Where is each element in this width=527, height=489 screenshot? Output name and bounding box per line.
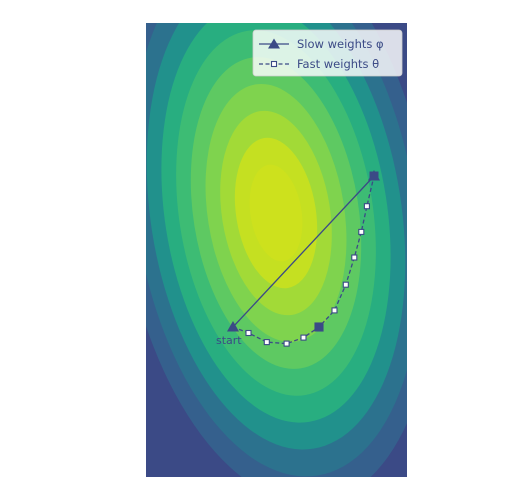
fast-weights-marker-filled (314, 322, 324, 332)
legend-fast-square-icon (270, 60, 278, 68)
contour-level-10 (249, 164, 303, 262)
legend-slow-triangle-icon (268, 38, 280, 49)
fast-weights-marker (283, 340, 290, 347)
slow-weights-marker-1 (368, 170, 380, 181)
fast-weights-marker (351, 254, 358, 261)
series-layer (227, 170, 380, 347)
fast-weights-marker (342, 281, 349, 288)
legend-slow-label: Slow weights φ (297, 37, 384, 51)
fast-weights-marker (358, 228, 365, 235)
fast-weights-marker (363, 203, 370, 210)
contour-background (146, 23, 407, 477)
slow-weights-marker-0 (227, 321, 239, 332)
legend-fast-label: Fast weights θ (297, 57, 379, 71)
fast-weights-marker (300, 334, 307, 341)
fast-weights-marker (245, 329, 252, 337)
slow-weights-line (232, 175, 375, 328)
legend: Slow weights φ Fast weights θ (252, 29, 403, 77)
start-annotation: start (216, 334, 242, 347)
legend-entry-fast: Fast weights θ (259, 57, 379, 71)
legend-entry-slow: Slow weights φ (259, 37, 384, 51)
legend-box (252, 29, 403, 77)
fast-weights-marker (331, 307, 338, 314)
fast-weights-marker (263, 339, 270, 346)
